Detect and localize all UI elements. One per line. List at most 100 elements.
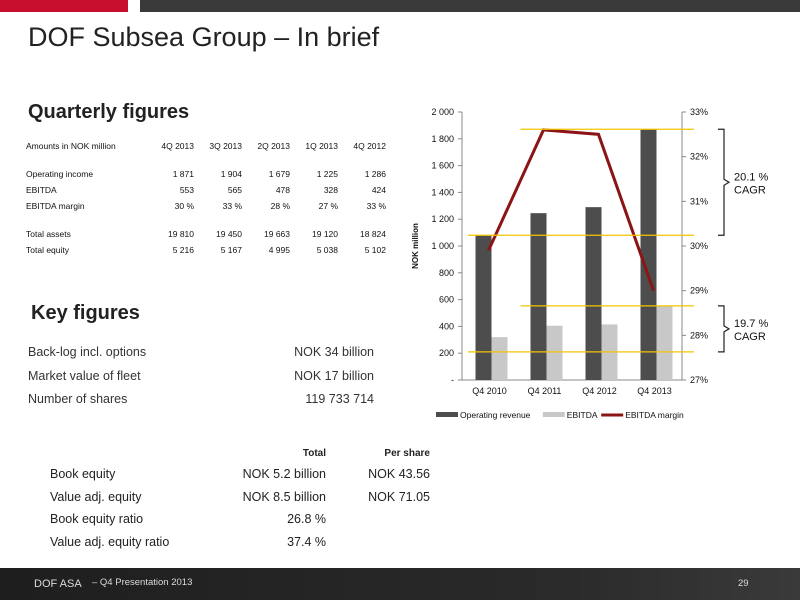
footer-company: DOF ASA	[34, 578, 82, 590]
key-figure-label: Number of shares	[28, 392, 128, 406]
key-figures-title: Key figures	[31, 302, 140, 324]
y-tick-label: 1 800	[431, 134, 454, 144]
legend-label: Operating revenue	[460, 410, 531, 420]
table-cell: 5 167	[220, 245, 242, 255]
table-header-row: Amounts in NOK million 4Q 2013 3Q 2013 2…	[26, 138, 386, 154]
table-cell: 1 286	[364, 169, 386, 179]
table-cell: 328	[323, 185, 338, 195]
table-spacer-row	[26, 154, 386, 166]
table-cell: EBITDA	[26, 185, 57, 195]
table-cell: 19 450	[216, 229, 242, 239]
y2-tick-label: 33%	[690, 107, 708, 117]
cagr-value: 19.7 %	[734, 318, 768, 330]
table-cell: 4 995	[268, 245, 290, 255]
y-axis-title: NOK million	[411, 223, 420, 269]
table-row: EBITDA 553 565 478 328 424	[26, 182, 386, 198]
table-cell: 33 %	[222, 201, 242, 211]
table-cell: 553	[179, 185, 194, 195]
table-header-row: Total Per share	[46, 443, 430, 463]
y-tick-label: 1 000	[431, 241, 454, 251]
key-figure-label: Back-log incl. options	[28, 345, 147, 359]
table-cell: 37.4 %	[287, 535, 326, 550]
y-tick-label: 800	[439, 268, 454, 278]
table-row: Total assets 19 810 19 450 19 663 19 120…	[26, 226, 386, 242]
table-header-cell: Amounts in NOK million	[26, 141, 116, 151]
x-tick-label: Q4 2010	[472, 386, 507, 396]
x-tick-label: Q4 2011	[528, 386, 562, 396]
table-cell: 424	[371, 185, 386, 195]
table-cell	[326, 508, 430, 531]
table-row: Value adj. equity NOK 8.5 billion NOK 71…	[46, 486, 430, 509]
table-header-cell: 1Q 2013	[305, 141, 338, 151]
y-tick-label: 200	[439, 348, 454, 358]
legend-swatch	[542, 412, 565, 417]
bar	[530, 213, 547, 380]
table-row: Value adj. equity ratio 37.4 %	[46, 531, 430, 554]
y2-tick-label: 27%	[690, 375, 708, 385]
y2-tick-label: 28%	[690, 330, 708, 340]
bar	[546, 325, 563, 380]
footer: DOF ASA – Q4 Presentation 2013 29	[0, 568, 800, 600]
page-number: 29	[738, 578, 749, 589]
table-cell: Value adj. equity	[50, 489, 142, 504]
revenue-ebitda-chart: - 200 400 600 800 1 000 1 200 1 400 1 600 1 800 2 …	[411, 107, 768, 420]
table-cell: NOK 8.5 billion	[242, 489, 326, 504]
table-cell: 28 %	[270, 201, 290, 211]
y-tick-label: 1 600	[431, 161, 454, 171]
table-cell: 5 038	[316, 245, 338, 255]
table-cell: 1 679	[268, 169, 290, 179]
table-cell: Total assets	[26, 229, 71, 239]
key-figure-value: NOK 17 billion	[294, 369, 374, 383]
table-cell: NOK 71.05	[368, 489, 430, 504]
cagr-label: CAGR	[734, 184, 766, 196]
ebitda-margin-line	[487, 128, 655, 292]
table-header-cell: Total	[302, 447, 326, 459]
y2-tick-label: 32%	[690, 152, 708, 162]
cagr-bracket	[718, 305, 731, 353]
table-header-cell: 3Q 2013	[209, 141, 242, 151]
x-tick-label: Q4 2012	[582, 386, 617, 396]
table-header-cell: Per share	[384, 447, 430, 459]
bar	[656, 305, 673, 380]
table-cell: 5 102	[364, 245, 386, 255]
table-header-cell	[46, 443, 220, 463]
table-cell: 19 810	[168, 229, 194, 239]
table-cell: 1 225	[316, 169, 338, 179]
table-header-cell: 4Q 2013	[161, 141, 194, 151]
table-cell: 5 216	[172, 245, 194, 255]
x-tick-label: Q4 2013	[637, 386, 672, 396]
cagr-bracket	[718, 128, 731, 236]
y-tick-label: 2 000	[431, 107, 454, 117]
legend-label: EBITDA margin	[625, 410, 684, 420]
table-cell: 30 %	[174, 201, 194, 211]
legend-label: EBITDA	[567, 410, 598, 420]
table-cell: NOK 5.2 billion	[242, 467, 326, 482]
table-cell	[326, 531, 430, 554]
table-row: EBITDA margin 30 % 33 % 28 % 27 % 33 %	[26, 198, 386, 214]
bar	[475, 235, 492, 380]
quarterly-figures-title: Quarterly figures	[28, 101, 190, 123]
table-cell: 1 904	[220, 169, 242, 179]
y2-tick-label: 31%	[690, 196, 708, 206]
y-tick-label: 600	[439, 295, 454, 305]
table-cell: Value adj. equity ratio	[50, 535, 170, 550]
header-bar-accent	[0, 0, 128, 12]
legend-swatch	[436, 412, 458, 417]
footer-presentation: – Q4 Presentation 2013	[92, 577, 193, 588]
table-row: Book equity ratio 26.8 %	[46, 508, 430, 531]
header-bar	[140, 0, 800, 12]
table-cell: 565	[227, 185, 242, 195]
table-spacer-row	[26, 214, 386, 226]
table-header-cell: 2Q 2013	[257, 141, 290, 151]
y-tick-label: -	[451, 375, 454, 385]
table-cell: EBITDA margin	[26, 201, 85, 211]
cagr-value: 20.1 %	[734, 171, 768, 183]
table-cell: 1 871	[172, 169, 194, 179]
table-row: Book equity NOK 5.2 billion NOK 43.56	[46, 463, 430, 486]
table-cell: Book equity ratio	[50, 512, 144, 527]
bar	[640, 129, 657, 380]
table-cell: 19 120	[312, 229, 338, 239]
key-figure-value: 119 733 714	[305, 392, 374, 406]
table-cell: 18 824	[360, 229, 386, 239]
table-cell: 19 663	[264, 229, 290, 239]
